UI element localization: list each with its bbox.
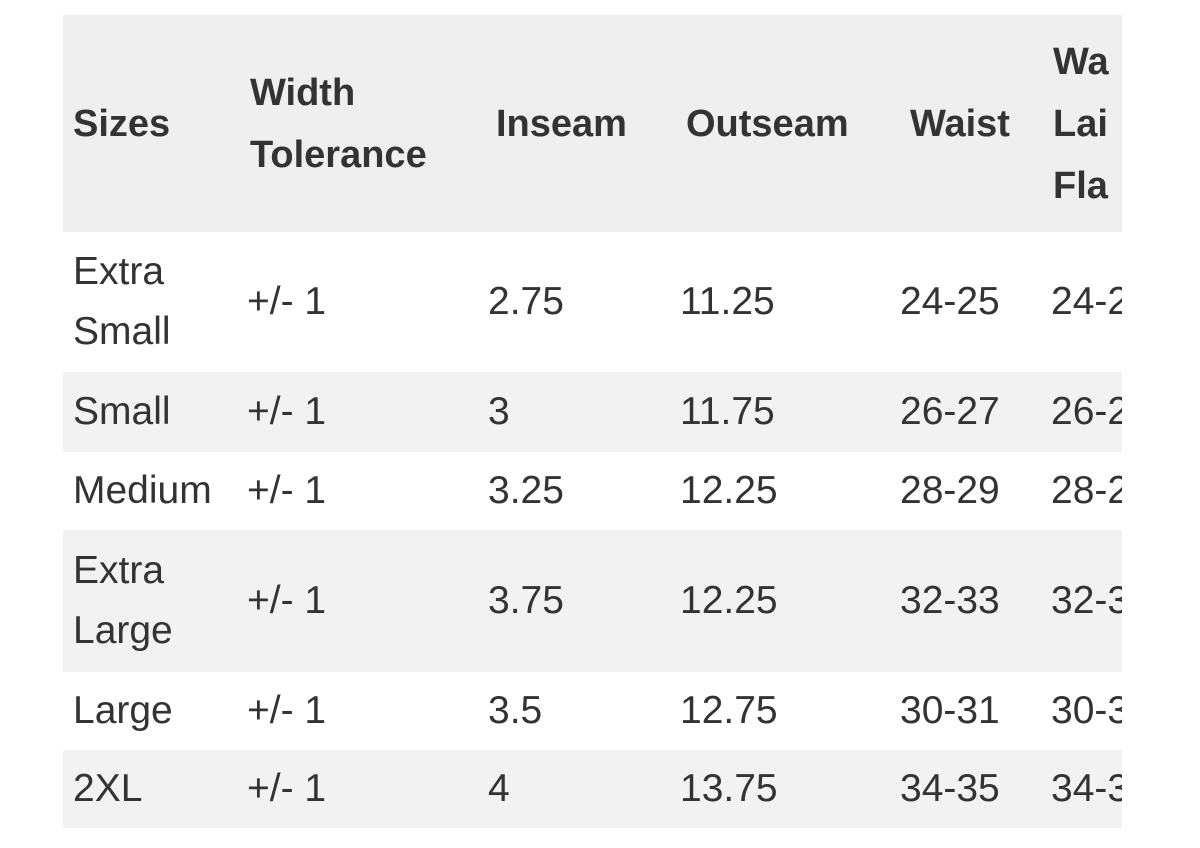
table-cell: 34-35 (893, 750, 1043, 828)
table-cell: 3.5 (480, 672, 670, 750)
header-cell: Outseam (670, 15, 893, 232)
table-cell: 4 (480, 750, 670, 828)
table-cell: 12.25 (670, 530, 893, 672)
table-cell: 28-29 (893, 452, 1043, 530)
table-cell: 26-2 (1043, 372, 1122, 452)
header-cell: Waist (893, 15, 1043, 232)
table-cell: Extra Small (63, 232, 240, 372)
table-row: Medium +/- 1 3.25 12.25 28-29 28-2 (63, 452, 1122, 530)
table-cell: 13.75 (670, 750, 893, 828)
table-cell: +/- 1 (240, 232, 480, 372)
table-row: Extra Large +/- 1 3.75 12.25 32-33 32-3 (63, 530, 1122, 672)
table-body: Extra Small +/- 1 2.75 11.25 24-25 24-2 Small +… (63, 232, 1122, 828)
table-cell: +/- 1 (240, 530, 480, 672)
size-table: Sizes Width Tolerance Inseam Outseam Waist Wa… (63, 15, 1122, 828)
table-cell: Large (63, 672, 240, 750)
header-cell: Width Tolerance (240, 15, 480, 232)
table-row: Large +/- 1 3.5 12.75 30-31 30-3 (63, 672, 1122, 750)
table-container: Sizes Width Tolerance Inseam Outseam Waist Wa… (63, 15, 1122, 828)
table-cell: Medium (63, 452, 240, 530)
table-cell: 32-33 (893, 530, 1043, 672)
header-row: Sizes Width Tolerance Inseam Outseam Waist Wa… (63, 15, 1122, 232)
table-cell: +/- 1 (240, 452, 480, 530)
table-cell: 3.25 (480, 452, 670, 530)
table-cell: 11.75 (670, 372, 893, 452)
table-row: Small +/- 1 3 11.75 26-27 26-2 (63, 372, 1122, 452)
table-cell: +/- 1 (240, 672, 480, 750)
header-cell: Wa Lai Fla (1043, 15, 1122, 232)
table-cell: 28-2 (1043, 452, 1122, 530)
table-header: Sizes Width Tolerance Inseam Outseam Waist Wa… (63, 15, 1122, 232)
table-cell: 2XL (63, 750, 240, 828)
table-cell: 30-3 (1043, 672, 1122, 750)
table-cell: 12.75 (670, 672, 893, 750)
table-cell: 34-3 (1043, 750, 1122, 828)
table-cell: 24-2 (1043, 232, 1122, 372)
table-cell: 3.75 (480, 530, 670, 672)
table-cell: Extra Large (63, 530, 240, 672)
table-cell: Small (63, 372, 240, 452)
header-cell: Inseam (480, 15, 670, 232)
table-cell: +/- 1 (240, 750, 480, 828)
table-cell: 12.25 (670, 452, 893, 530)
table-row: Extra Small +/- 1 2.75 11.25 24-25 24-2 (63, 232, 1122, 372)
table-cell: 11.25 (670, 232, 893, 372)
table-cell: 2.75 (480, 232, 670, 372)
table-cell: 24-25 (893, 232, 1043, 372)
table-row: 2XL +/- 1 4 13.75 34-35 34-3 (63, 750, 1122, 828)
table-cell: 26-27 (893, 372, 1043, 452)
header-cell: Sizes (63, 15, 240, 232)
table-cell: 32-3 (1043, 530, 1122, 672)
table-cell: 3 (480, 372, 670, 452)
table-cell: +/- 1 (240, 372, 480, 452)
table-cell: 30-31 (893, 672, 1043, 750)
